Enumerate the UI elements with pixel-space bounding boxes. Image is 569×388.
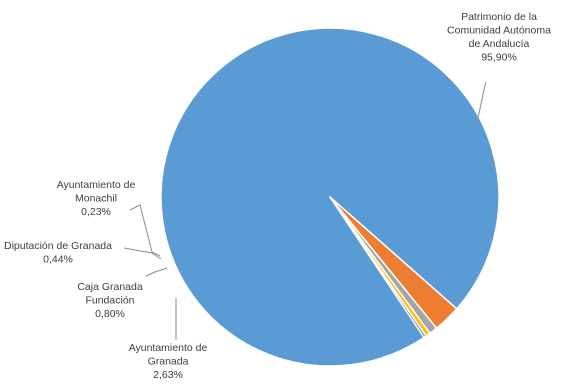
data-labels: Patrimonio de la Comunidad Autónoma de And… xyxy=(4,11,551,381)
leader-lines xyxy=(123,81,487,340)
data-label-name: Fundación xyxy=(85,295,134,307)
data-label-value: 0,23% xyxy=(81,206,111,218)
data-label-patrimonio-de-la-comunidad-autonoma-de-andalucia: Patrimonio de la Comunidad Autónoma de And… xyxy=(447,11,551,64)
data-label-name: Ayuntamiento de xyxy=(129,342,208,354)
data-label-value: 95,90% xyxy=(481,52,517,64)
leader-line-patrimonio-de-la-comunidad-autonoma-de-andalucia xyxy=(477,81,487,119)
data-label-value: 0,80% xyxy=(95,308,125,320)
data-label-value: 2,63% xyxy=(153,369,183,381)
data-label-name: de Andalucía xyxy=(469,38,530,50)
leader-line-ayuntamiento-de-monachil xyxy=(129,204,161,257)
data-label-name: Caja Granada xyxy=(77,281,143,293)
data-label-caja-granada-fundacion: Caja Granada Fundación 0,80% xyxy=(77,281,143,320)
data-label-name: Ayuntamiento de xyxy=(57,179,136,191)
data-label-value: 0,44% xyxy=(43,254,73,266)
pie-slice-ayuntamiento-de-monachil xyxy=(329,196,427,339)
data-label-name: Granada xyxy=(148,356,189,368)
data-label-diputacion-de-granada: Diputación de Granada 0,44% xyxy=(4,240,112,266)
data-label-ayuntamiento-de-monachil: Ayuntamiento de Monachil 0,23% xyxy=(57,179,136,218)
pie-slices xyxy=(160,27,500,367)
leader-line-diputacion-de-granada xyxy=(123,247,162,260)
data-label-name: Monachil xyxy=(75,193,117,205)
data-label-name: Diputación de Granada xyxy=(4,240,112,252)
leader-line-caja-granada-fundacion xyxy=(145,267,168,277)
data-label-name: Patrimonio de la xyxy=(461,11,537,23)
data-label-ayuntamiento-de-granada: Ayuntamiento de Granada 2,63% xyxy=(129,342,208,381)
data-label-name: Comunidad Autónoma xyxy=(447,25,551,37)
